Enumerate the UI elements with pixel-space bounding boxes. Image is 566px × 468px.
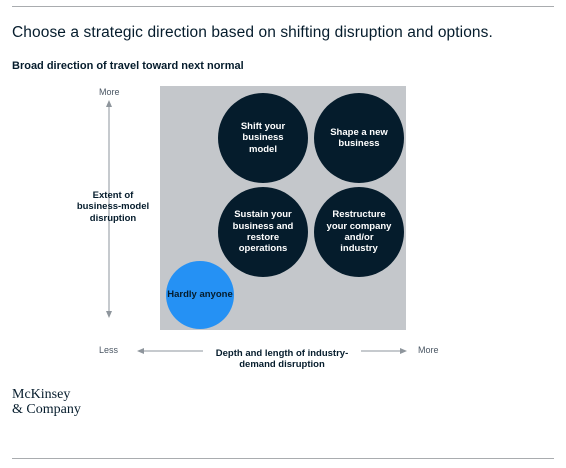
quadrant-restructure-company: Restructure your company and/or industry [314,187,404,277]
y-axis-more-label: More [99,87,120,97]
quadrant-label: Restructure your company and/or industry [326,209,392,255]
quadrant-shift-business-model: Shift your business model [218,93,308,183]
top-rule [12,6,554,7]
hardly-anyone-circle: Hardly anyone [166,261,234,329]
quadrant-label: Sustain your business and restore operat… [232,209,294,255]
axis-less-label: Less [99,345,119,355]
x-axis-more-label: More [418,345,439,355]
logo-line-2: & Company [12,401,81,417]
quadrant-shape-new-business: Shape a new business [314,93,404,183]
mckinsey-logo: McKinsey & Company [12,387,81,417]
x-axis-title: Depth and length of industry-demand disr… [215,348,349,371]
quadrant-label: Shape a new business [330,126,388,149]
quadrant-sustain-business: Sustain your business and restore operat… [218,187,308,277]
quadrant-label: Shift your business model [240,120,286,155]
corner-label: Hardly anyone [167,289,233,301]
chart-subtitle: Broad direction of travel toward next no… [12,60,244,72]
page-title: Choose a strategic direction based on sh… [12,24,493,41]
bottom-rule [12,458,554,459]
logo-line-1: McKinsey [12,387,71,402]
y-axis-title: Extent of business-model disruption [76,190,150,224]
